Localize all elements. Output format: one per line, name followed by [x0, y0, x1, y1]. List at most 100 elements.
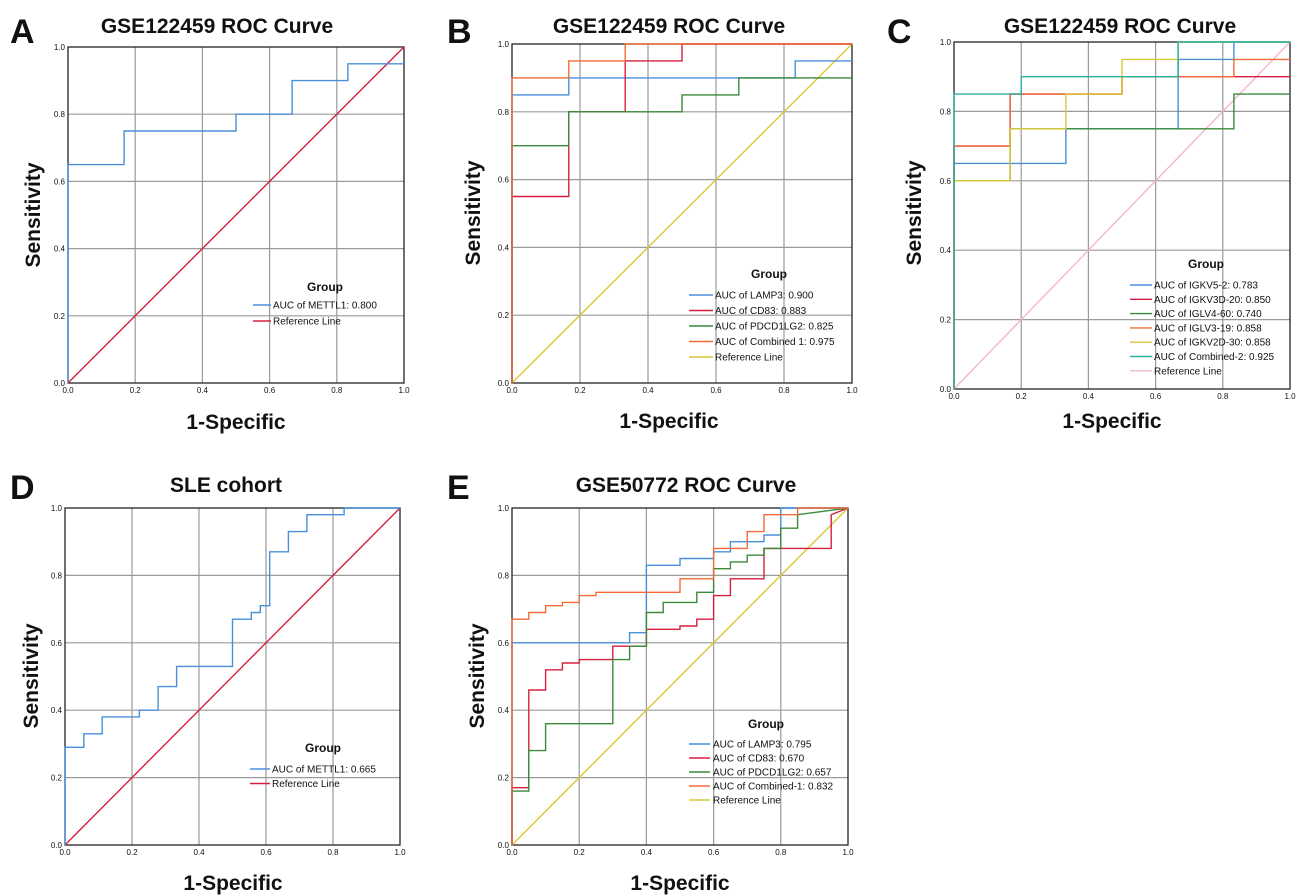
legend-title: Group	[1188, 257, 1224, 271]
legend-label: Reference Line	[273, 317, 341, 328]
legend-label: AUC of Combined-2: 0.925	[1154, 352, 1275, 363]
x-tick-label: 0.4	[641, 848, 653, 857]
series-line-auc-of-pdcd1lg2	[511, 77, 852, 383]
y-tick-label: 0.0	[51, 841, 63, 850]
panel-a: A GSE122459 ROC Curve 0.0 0.2 0.4 0.6 0.8 1.0 0.…	[10, 13, 410, 434]
legend-label: Reference Line	[1154, 366, 1222, 377]
legend: Group AUC of METTL1: 0.665 Reference Line	[250, 741, 376, 790]
legend-label: AUC of Combined 1: 0.975	[715, 337, 835, 348]
x-tick-label: 0.8	[775, 848, 787, 857]
x-tick-label: 0.6	[1150, 392, 1162, 401]
legend-title: Group	[305, 741, 341, 755]
y-tick-label: 1.0	[54, 43, 66, 52]
legend: Group AUC of IGKV5-2: 0.783 AUC of IGKV3D-…	[1130, 257, 1275, 377]
legend-label: AUC of PDCD1LG2: 0.825	[715, 322, 834, 333]
legend-label: AUC of METTL1: 0.800	[273, 301, 377, 312]
legend-label: AUC of IGLV4-60: 0.740	[1154, 309, 1262, 320]
y-tick-label: 1.0	[51, 504, 63, 513]
x-axis-label: 1-Specific	[619, 410, 719, 433]
x-tick-label: 0.0	[506, 386, 518, 395]
y-tick-label: 0.8	[51, 571, 63, 580]
legend-label: AUC of IGKV3D-20: 0.850	[1154, 295, 1271, 306]
series-line-auc-of-mettl1	[64, 507, 400, 845]
panel-letter: A	[10, 13, 35, 51]
legend: Group AUC of LAMP3: 0.900 AUC of CD83: 0.8…	[689, 267, 835, 364]
panel-letter: C	[887, 13, 912, 51]
legend-label: AUC of IGLV3-19: 0.858	[1154, 323, 1262, 334]
legend-label: AUC of CD83: 0.883	[715, 306, 807, 317]
legend-label: AUC of Combined-1: 0.832	[713, 782, 834, 793]
legend-label: AUC of IGKV2D-30: 0.858	[1154, 338, 1271, 349]
y-tick-label: 0.0	[498, 841, 510, 850]
series-line-auc-of-mettl1	[67, 63, 404, 383]
panel-letter: E	[447, 469, 470, 507]
y-tick-label: 0.6	[498, 176, 510, 185]
legend-label: AUC of PDCD1LG2: 0.657	[713, 768, 832, 779]
y-tick-label: 0.8	[940, 107, 952, 116]
x-tick-label: 0.4	[197, 386, 209, 395]
legend-label: AUC of CD83: 0.670	[713, 754, 805, 765]
x-tick-label: 0.6	[260, 848, 272, 857]
x-tick-label: 0.8	[1217, 392, 1229, 401]
series-line-reference-line	[64, 507, 401, 846]
y-tick-label: 0.6	[54, 177, 66, 186]
panel-letter: D	[10, 469, 35, 507]
x-tick-label: 0.0	[59, 848, 71, 857]
x-tick-label: 0.0	[506, 848, 518, 857]
legend-label: AUC of LAMP3: 0.795	[713, 740, 812, 751]
series-line-auc-of-combined-2	[953, 41, 1290, 389]
series-line-auc-of-combined-1	[511, 43, 852, 383]
chart-title: GSE122459 ROC Curve	[1004, 15, 1236, 38]
legend-title: Group	[748, 717, 784, 731]
series-line-reference-line	[511, 507, 849, 846]
x-tick-label: 0.2	[130, 386, 142, 395]
x-tick-label: 1.0	[846, 386, 858, 395]
x-tick-label: 0.8	[327, 848, 339, 857]
y-tick-label: 0.4	[940, 246, 952, 255]
legend-label: AUC of METTL1: 0.665	[272, 765, 376, 776]
x-tick-label: 0.8	[331, 386, 343, 395]
y-tick-label: 0.6	[498, 639, 510, 648]
legend-title: Group	[751, 267, 787, 281]
series-line-reference-line	[511, 43, 853, 384]
x-tick-label: 0.4	[1083, 392, 1095, 401]
legend-label: Reference Line	[713, 796, 781, 807]
series-line-reference-line	[67, 46, 405, 384]
x-tick-label: 0.4	[642, 386, 654, 395]
legend-label: Reference Line	[715, 353, 783, 364]
legend-title: Group	[307, 280, 343, 294]
x-axis-label: 1-Specific	[183, 872, 283, 895]
panel-b: B GSE122459 ROC Curve 0.0 0.2 0.4 0.6 0.8 1.0 0.…	[447, 13, 858, 433]
x-axis-label: 1-Specific	[1062, 410, 1162, 433]
y-tick-label: 0.4	[498, 706, 510, 715]
panel-e: E GSE50772 ROC Curve 0.0 0.2 0.4 0.6 0.8 1.0 0.0…	[447, 469, 854, 895]
series-line-auc-of-combined-1	[511, 507, 848, 845]
y-tick-label: 0.2	[54, 312, 66, 321]
y-axis-label: Sensitivity	[462, 160, 485, 265]
y-tick-label: 0.8	[498, 108, 510, 117]
x-tick-label: 0.4	[193, 848, 205, 857]
y-tick-label: 1.0	[498, 504, 510, 513]
legend-label: AUC of IGKV5-2: 0.783	[1154, 281, 1258, 292]
legend-label: Reference Line	[272, 779, 340, 790]
y-tick-label: 0.2	[498, 774, 510, 783]
y-tick-label: 1.0	[940, 38, 952, 47]
legend-label: AUC of LAMP3: 0.900	[715, 291, 814, 302]
y-tick-label: 0.4	[51, 706, 63, 715]
y-tick-label: 0.6	[940, 177, 952, 186]
series-line-auc-of-pdcd1lg2	[511, 507, 849, 845]
x-tick-label: 1.0	[1284, 392, 1296, 401]
y-tick-label: 0.4	[54, 245, 66, 254]
y-tick-label: 0.0	[498, 379, 510, 388]
x-tick-label: 0.0	[62, 386, 74, 395]
chart-title: GSE122459 ROC Curve	[101, 15, 333, 38]
y-tick-label: 0.8	[498, 571, 510, 580]
legend: Group AUC of LAMP3: 0.795 AUC of CD83: 0.6…	[689, 717, 834, 807]
y-axis-label: Sensitivity	[22, 162, 45, 267]
x-tick-label: 0.2	[574, 386, 586, 395]
x-tick-label: 1.0	[398, 386, 410, 395]
chart-title: GSE50772 ROC Curve	[576, 474, 797, 497]
y-axis-label: Sensitivity	[466, 623, 489, 728]
x-tick-label: 0.6	[708, 848, 720, 857]
